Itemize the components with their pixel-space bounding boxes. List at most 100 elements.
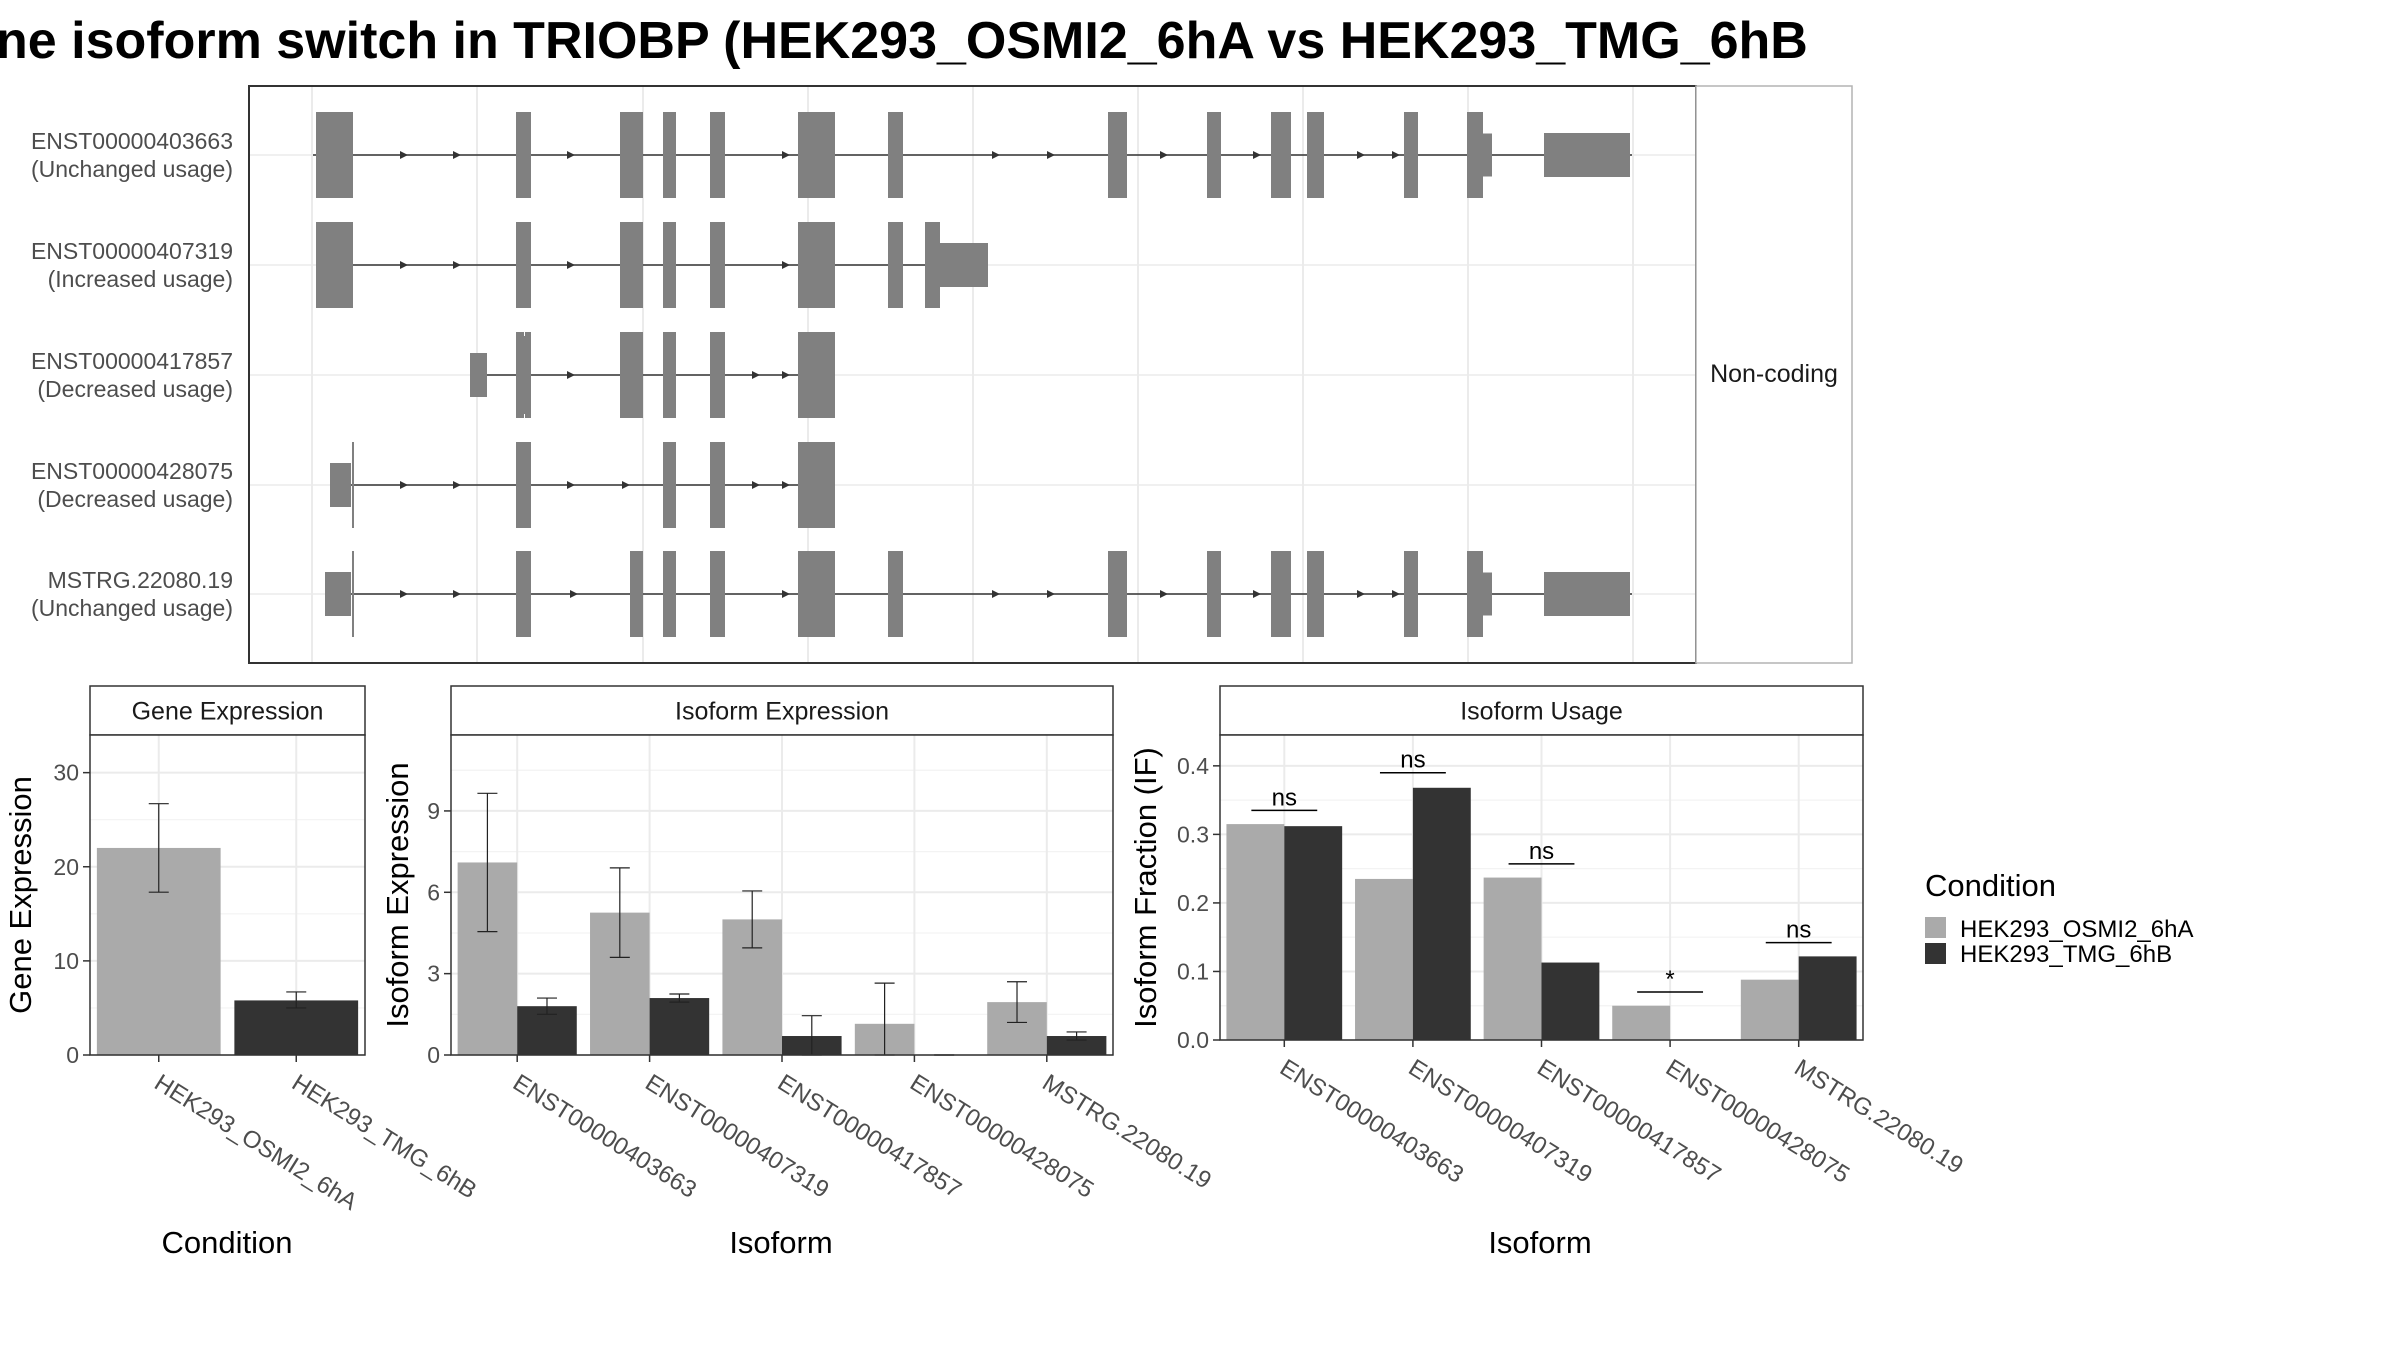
y-tick-label: 3 [427, 961, 440, 987]
exon [1467, 112, 1483, 198]
exon [710, 442, 725, 528]
exon [1307, 551, 1324, 637]
strand-arrow-icon [782, 151, 790, 159]
strip-label: Isoform Usage [1460, 698, 1623, 726]
strand-arrow-icon [1253, 590, 1261, 598]
bar-condition-b [1046, 1036, 1107, 1055]
strand-arrow-icon [567, 261, 575, 269]
significance-label: ns [1786, 917, 1811, 944]
strand-arrow-icon [400, 590, 408, 598]
y-tick-label: 0.4 [1177, 753, 1209, 779]
isoform-track-2 [470, 332, 835, 418]
strand-arrow-icon [1357, 590, 1365, 598]
y-tick-label: 0.3 [1177, 821, 1209, 847]
exon [1108, 551, 1127, 637]
x-axis-title: Condition [162, 1225, 293, 1260]
isoform-label-2: ENST00000417857 [31, 348, 233, 374]
exon [1207, 551, 1221, 637]
strand-arrow-icon [567, 371, 575, 379]
exon [516, 222, 531, 308]
exon [798, 442, 835, 528]
exon [710, 112, 725, 198]
exon [630, 551, 643, 637]
exon-utr [1483, 133, 1492, 177]
exon [516, 112, 531, 198]
strand-arrow-icon [992, 151, 1000, 159]
exon [798, 332, 835, 418]
exon [1467, 551, 1483, 637]
bar-condition-b [1798, 956, 1857, 1040]
exon [352, 551, 354, 637]
exon-utr [1544, 572, 1630, 616]
y-axis-title: Isoform Expression [380, 762, 415, 1027]
strand-arrow-icon [752, 481, 760, 489]
isoform-status-2: (Decreased usage) [37, 376, 233, 402]
strand-arrow-icon [782, 371, 790, 379]
exon [352, 442, 354, 528]
legend-key-condition-b [1925, 943, 1946, 964]
strand-arrow-icon [567, 151, 575, 159]
exon [888, 551, 903, 637]
exon [798, 112, 835, 198]
bar-condition-a [1612, 1005, 1671, 1040]
strand-arrow-icon [1392, 151, 1400, 159]
exon [1108, 112, 1127, 198]
transcript-structure-panel: Non-coding ENST00000403663(Unchanged usa… [31, 85, 1853, 664]
strand-arrow-icon [1253, 151, 1261, 159]
strand-arrow-icon [453, 261, 461, 269]
exon [516, 332, 524, 418]
strand-arrow-icon [453, 151, 461, 159]
y-tick-label: 0 [427, 1042, 440, 1068]
strand-arrow-icon [1392, 590, 1400, 598]
exon [710, 222, 725, 308]
legend-key-condition-a [1925, 917, 1946, 938]
strand-arrow-icon [1357, 151, 1365, 159]
bar-condition-b [1541, 962, 1600, 1040]
exon [1404, 551, 1418, 637]
exon [710, 551, 725, 637]
strand-arrow-icon [1160, 590, 1168, 598]
strip-label: Isoform Expression [675, 698, 889, 726]
y-tick-label: 0.1 [1177, 958, 1209, 984]
exon [1207, 112, 1221, 198]
strand-arrow-icon [752, 371, 760, 379]
strand-arrow-icon [782, 590, 790, 598]
exon [516, 442, 531, 528]
y-tick-label: 30 [53, 760, 79, 786]
strand-arrow-icon [400, 481, 408, 489]
plot-border [89, 734, 366, 1056]
isoform-track-3 [330, 442, 835, 528]
isoform-label-4: MSTRG.22080.19 [48, 567, 233, 593]
exon [524, 336, 530, 414]
strand-arrow-icon [570, 590, 578, 598]
significance-label: ns [1529, 838, 1554, 865]
isoform-label-1: ENST00000407319 [31, 238, 233, 264]
isoform-track-4 [325, 551, 1632, 637]
y-axis-title: Isoform Fraction (IF) [1128, 747, 1163, 1028]
y-tick-label: 10 [53, 948, 79, 974]
y-tick-label: 6 [427, 879, 440, 905]
bar-condition-a [1355, 878, 1413, 1040]
strand-arrow-icon [992, 590, 1000, 598]
strand-arrow-icon [1047, 590, 1055, 598]
exon [663, 442, 676, 528]
exon [1271, 551, 1291, 637]
x-axis-title: Isoform [1488, 1225, 1591, 1260]
bar [234, 1000, 359, 1055]
bar-condition-b [1284, 826, 1343, 1040]
legend-label-condition-a: HEK293_OSMI2_6hA [1960, 916, 2193, 943]
x-axis-title: Isoform [729, 1225, 832, 1260]
bar-condition-b [649, 998, 710, 1055]
strand-arrow-icon [400, 261, 408, 269]
strand-arrow-icon [567, 481, 575, 489]
exon-utr [1483, 572, 1492, 616]
significance-label: ns [1272, 784, 1297, 811]
isoform-expression-panel: Isoform Expression0369ENST00000403663ENS… [380, 685, 1216, 1260]
strip-box [450, 685, 1114, 736]
isoform-usage-panel: Isoform Usage0.00.10.20.30.4nsnsns*nsENS… [1128, 685, 1968, 1260]
exon-utr [940, 243, 988, 287]
exon-utr [1544, 133, 1630, 177]
exon [888, 112, 903, 198]
exon-utr [325, 572, 351, 616]
bar-condition-b [1412, 787, 1471, 1040]
